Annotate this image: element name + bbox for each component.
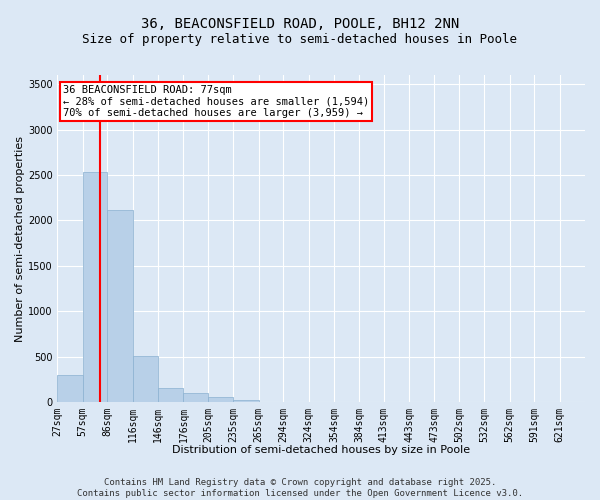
Bar xyxy=(158,388,184,402)
X-axis label: Distribution of semi-detached houses by size in Poole: Distribution of semi-detached houses by … xyxy=(172,445,470,455)
Bar xyxy=(83,172,107,402)
Bar xyxy=(233,400,259,402)
Bar xyxy=(208,397,233,402)
Text: 36, BEACONSFIELD ROAD, POOLE, BH12 2NN: 36, BEACONSFIELD ROAD, POOLE, BH12 2NN xyxy=(141,18,459,32)
Text: Contains HM Land Registry data © Crown copyright and database right 2025.
Contai: Contains HM Land Registry data © Crown c… xyxy=(77,478,523,498)
Bar xyxy=(58,375,83,402)
Y-axis label: Number of semi-detached properties: Number of semi-detached properties xyxy=(15,136,25,342)
Text: Size of property relative to semi-detached houses in Poole: Size of property relative to semi-detach… xyxy=(83,32,517,46)
Bar xyxy=(133,356,158,402)
Text: 36 BEACONSFIELD ROAD: 77sqm
← 28% of semi-detached houses are smaller (1,594)
70: 36 BEACONSFIELD ROAD: 77sqm ← 28% of sem… xyxy=(62,85,369,118)
Bar xyxy=(107,210,133,402)
Bar xyxy=(184,393,208,402)
